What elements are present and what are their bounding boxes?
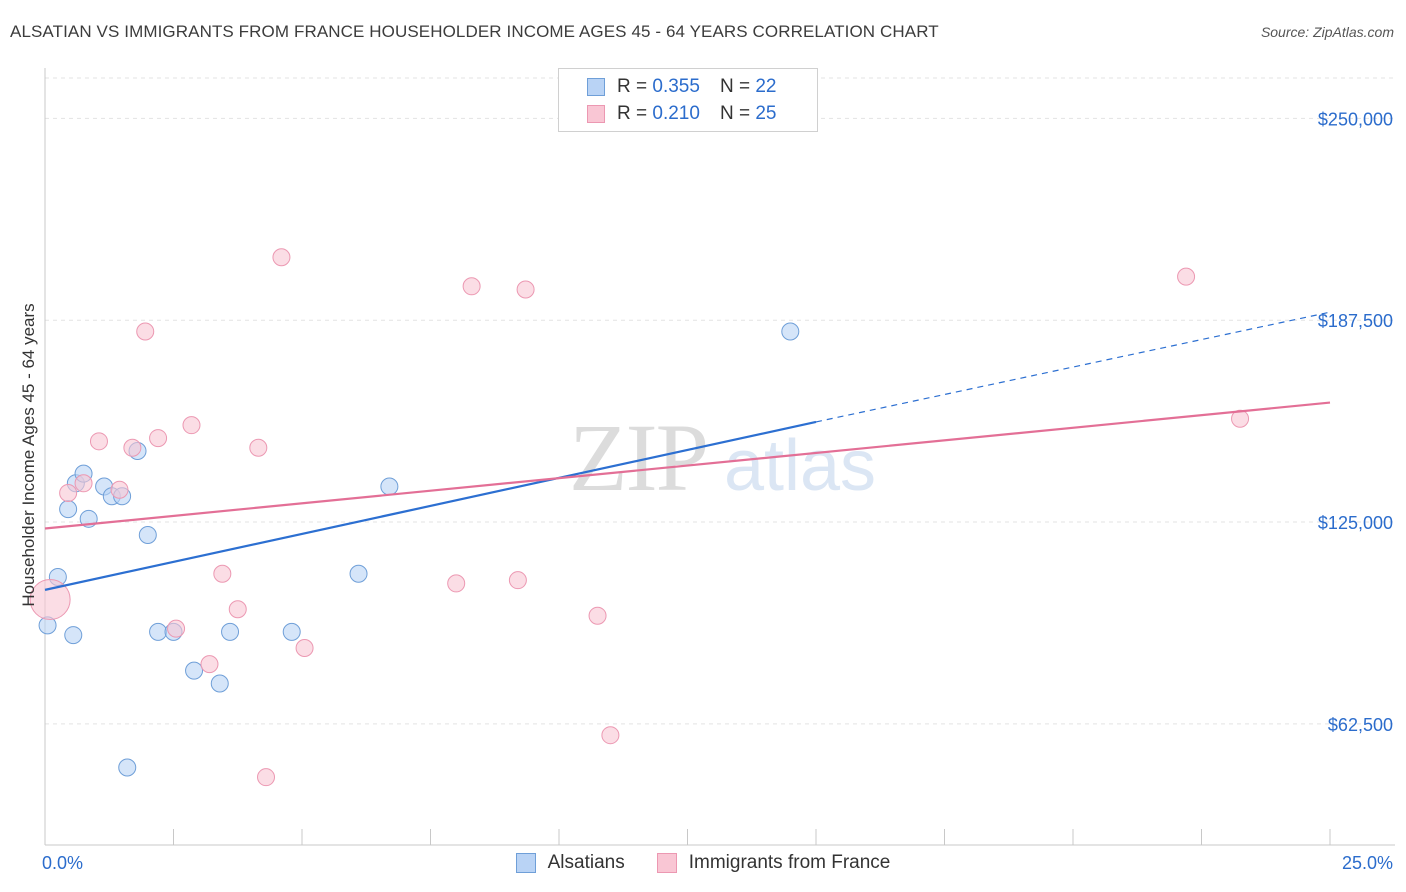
- point-france: [149, 429, 168, 448]
- point-alsatians: [781, 322, 800, 341]
- chart-title: ALSATIAN VS IMMIGRANTS FROM FRANCE HOUSE…: [10, 22, 939, 41]
- x-tick-label-min: 0.0%: [42, 853, 83, 873]
- trend-line-france: [44, 401, 1331, 530]
- legend-n-value-france: 25: [755, 103, 777, 124]
- point-france: [228, 600, 247, 619]
- point-france: [1177, 267, 1196, 286]
- point-france: [136, 322, 155, 341]
- legend-n-label: N =: [719, 103, 751, 124]
- legend-n-label: N =: [719, 76, 751, 97]
- y-tick-label: $62,500: [1328, 715, 1393, 735]
- point-france: [462, 277, 481, 296]
- legend: R = 0.355 N = 22 R = 0.210 N = 25: [558, 68, 818, 132]
- trend-line-alsatians-extension: [815, 311, 1331, 423]
- point-alsatians: [185, 661, 204, 680]
- point-alsatians: [149, 622, 168, 641]
- legend-r-value-france: 0.210: [652, 103, 700, 124]
- point-france: [1231, 409, 1250, 428]
- series-alsatians-points: [38, 322, 800, 777]
- trend-line-alsatians: [44, 420, 817, 591]
- legend-label-france: Immigrants from France: [688, 852, 891, 873]
- point-france: [508, 571, 527, 590]
- watermark: ZIP atlas: [569, 404, 876, 511]
- point-france: [29, 579, 71, 621]
- watermark-zip: ZIP: [569, 404, 707, 511]
- point-alsatians: [59, 500, 78, 519]
- point-france: [516, 280, 535, 299]
- point-france: [257, 768, 276, 787]
- series-legend: Alsatians Immigrants from France: [0, 852, 1406, 874]
- point-france: [89, 432, 108, 451]
- legend-swatch-alsatians: [587, 78, 605, 96]
- point-alsatians: [221, 622, 240, 641]
- point-france: [213, 564, 232, 583]
- trend-lines: [44, 311, 1331, 591]
- series-france-points: [29, 248, 1250, 787]
- y-tick-labels: $62,500 $125,000 $187,500 $250,000: [1318, 109, 1393, 735]
- legend-swatch-alsatians: [515, 853, 536, 873]
- legend-label-alsatians: Alsatians: [547, 852, 625, 873]
- x-tick-label-max: 25.0%: [1342, 853, 1393, 873]
- point-alsatians: [349, 564, 368, 583]
- watermark-atlas: atlas: [724, 426, 876, 506]
- legend-item-france: Immigrants from France: [656, 852, 891, 874]
- legend-r-value-alsatians: 0.355: [652, 76, 700, 97]
- y-axis-title: Householder Income Ages 45 - 64 years: [19, 303, 38, 607]
- y-tick-label: $250,000: [1318, 109, 1393, 129]
- point-france: [123, 438, 142, 457]
- point-france: [447, 574, 466, 593]
- point-alsatians: [118, 758, 137, 777]
- point-france: [74, 474, 93, 493]
- gridlines: [45, 77, 1395, 725]
- point-alsatians: [380, 477, 399, 496]
- legend-r-label: R =: [617, 103, 648, 124]
- source-label: Source: ZipAtlas.com: [1260, 24, 1394, 40]
- legend-row-france: R = 0.210 N = 25: [587, 102, 776, 126]
- legend-item-alsatians: Alsatians: [515, 852, 625, 874]
- legend-swatch-france: [656, 853, 677, 873]
- axes: [44, 68, 1395, 846]
- point-france: [295, 639, 314, 658]
- point-france: [601, 726, 620, 745]
- point-france: [59, 483, 78, 502]
- point-alsatians: [138, 525, 157, 544]
- point-alsatians: [282, 622, 301, 641]
- legend-r-label: R =: [617, 76, 648, 97]
- legend-swatch-france: [587, 105, 605, 123]
- x-tick-labels: 0.0% 25.0%: [42, 853, 1393, 873]
- point-france: [249, 438, 268, 457]
- point-alsatians: [64, 626, 83, 645]
- point-france: [200, 655, 219, 674]
- point-alsatians: [210, 674, 229, 693]
- point-france: [588, 606, 607, 625]
- y-tick-label: $125,000: [1318, 513, 1393, 533]
- point-france: [167, 619, 186, 638]
- point-france: [110, 480, 129, 499]
- point-france: [182, 416, 201, 435]
- point-france: [272, 248, 291, 267]
- legend-row-alsatians: R = 0.355 N = 22: [587, 75, 776, 99]
- y-tick-label: $187,500: [1318, 311, 1393, 331]
- legend-n-value-alsatians: 22: [755, 76, 777, 97]
